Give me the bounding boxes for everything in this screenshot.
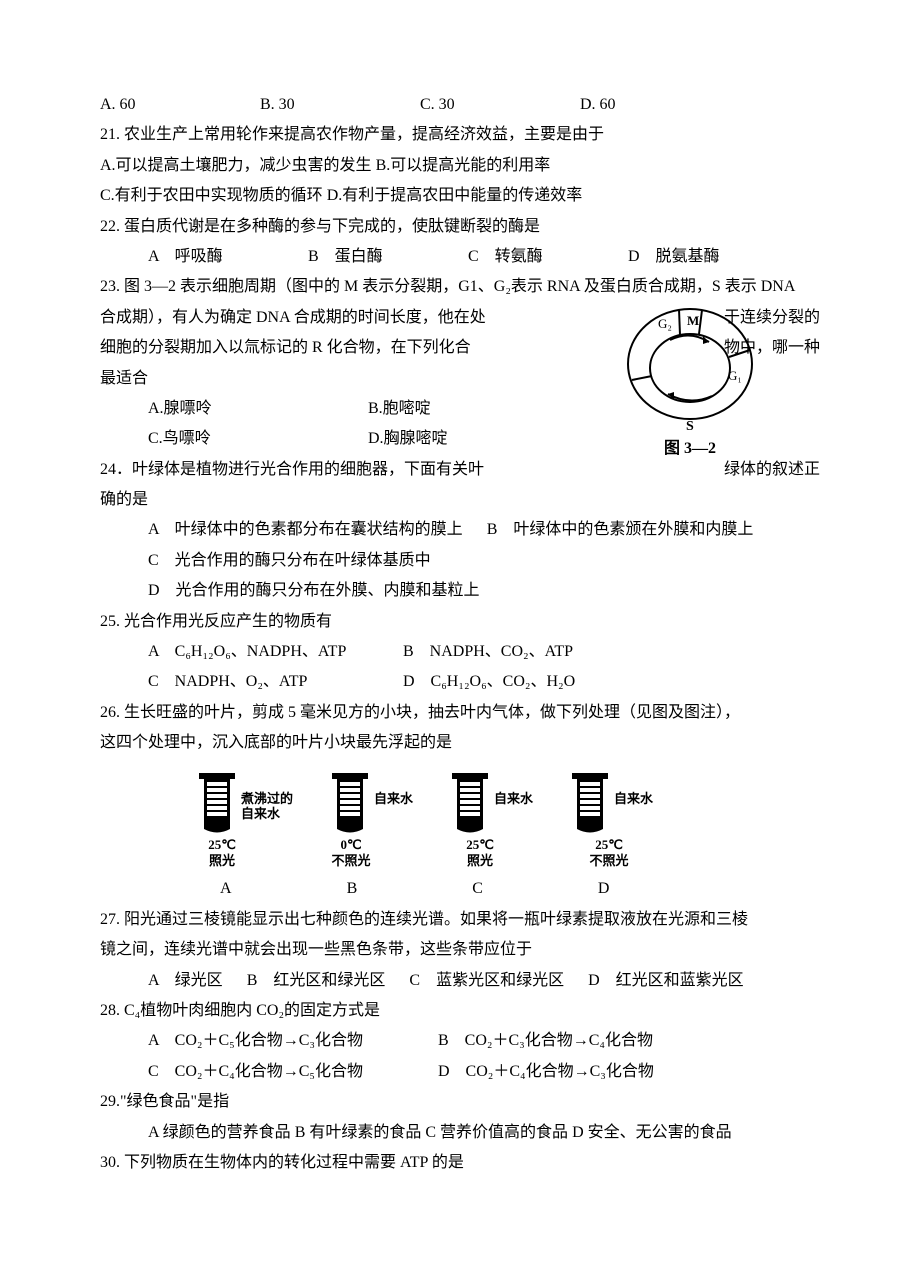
q20-opt-c: C. 30 xyxy=(420,90,580,120)
q24-opt-a: A 叶绿体中的色素都分布在囊状结构的膜上 xyxy=(148,521,463,538)
q23-line3a: 细胞的分裂期加入以氚标记的 R 化合物，在下列化合 xyxy=(100,333,471,363)
q25-opt-b: B NADPH、CO₂、ATP xyxy=(403,637,573,667)
q26-temp-labels: 25℃ 照光 0℃ 不照光 25℃ 照光 25℃ 不照光 xyxy=(100,837,820,871)
q24-opt-b: B 叶绿体中的色素颁在外膜和内膜上 xyxy=(487,521,754,538)
q29-opt-d: D 安全、无公害的食品 xyxy=(572,1124,732,1141)
q26-side-a: 煮沸过的自来水 xyxy=(241,791,293,822)
test-tube-icon xyxy=(328,771,372,837)
q28-opt-c: C CO₂＋C₄化合物→C₅化合物 xyxy=(148,1057,438,1087)
q29-stem: 29."绿色食品"是指 xyxy=(100,1087,820,1117)
q29-opt-a: A 绿颜色的营养食品 xyxy=(148,1124,291,1141)
q21-opt-a: A.可以提高土壤肥力，减少虫害的发生 xyxy=(100,157,372,174)
q22-stem: 22. 蛋白质代谢是在多种酶的参与下完成的，使肽键断裂的酶是 xyxy=(100,212,820,242)
q26-label-b: 0℃ 不照光 xyxy=(329,837,373,871)
q26-label-a: 25℃ 照光 xyxy=(200,837,244,871)
q26-fig-c: 自来水 xyxy=(448,771,533,837)
q25-opt-a: A C₆H₁₂O₆、NADPH、ATP xyxy=(148,637,403,667)
q26-side-d: 自来水 xyxy=(614,791,653,807)
q25-stem: 25. 光合作用光反应产生的物质有 xyxy=(100,607,820,637)
q28-opt-b: B CO₂＋C₃化合物→C₄化合物 xyxy=(438,1026,653,1056)
q26-label-d: 25℃ 不照光 xyxy=(587,837,631,871)
label-s: S xyxy=(686,419,694,432)
label-g1: G₁ xyxy=(728,368,742,383)
q23-opt-c: C.鸟嘌呤 xyxy=(148,424,368,454)
q26-fig-b: 自来水 xyxy=(328,771,413,837)
q23-caption: 图 3—2 xyxy=(620,434,760,464)
label-g2: G₂ xyxy=(658,316,672,331)
q26-letter-c: C xyxy=(472,874,483,904)
q22-opt-a: A 呼吸酶 xyxy=(148,242,308,272)
q21-opts-ab: A.可以提高土壤肥力，减少虫害的发生 B.可以提高光能的利用率 xyxy=(100,151,820,181)
q27-line1: 27. 阳光通过三棱镜能显示出七种颜色的连续光谱。如果将一瓶叶绿素提取液放在光源… xyxy=(100,905,820,935)
q20-opt-d: D. 60 xyxy=(580,90,740,120)
q26-line2: 这四个处理中，沉入底部的叶片小块最先浮起的是 xyxy=(100,728,820,758)
test-tube-icon xyxy=(195,771,239,837)
q25-opts-cd: C NADPH、O₂、ATP D C₆H₁₂O₆、CO₂、H₂O xyxy=(100,667,820,697)
q30-stem: 30. 下列物质在生物体内的转化过程中需要 ATP 的是 xyxy=(100,1148,820,1178)
q26-figures: 煮沸过的自来水 自来水 xyxy=(100,771,820,837)
q27-opt-c: C 蓝紫光区和绿光区 xyxy=(409,972,564,989)
q25-opt-c: C NADPH、O₂、ATP xyxy=(148,667,403,697)
q22-opt-b: B 蛋白酶 xyxy=(308,242,468,272)
q24-line2: 确的是 xyxy=(100,485,820,515)
q20-options: A. 60 B. 30 C. 30 D. 60 xyxy=(100,90,820,120)
q28-opt-d: D CO₂＋C₄化合物→C₃化合物 xyxy=(438,1057,654,1087)
q26-fig-d: 自来水 xyxy=(568,771,653,837)
q22-options: A 呼吸酶 B 蛋白酶 C 转氨酶 D 脱氨基酶 xyxy=(100,242,820,272)
q24-opt-d: D 光合作用的酶只分布在外膜、内膜和基粒上 xyxy=(100,576,820,606)
q28-opts-cd: C CO₂＋C₄化合物→C₅化合物 D CO₂＋C₄化合物→C₃化合物 xyxy=(100,1057,820,1087)
q23-opt-b: B.胞嘧啶 xyxy=(368,394,431,424)
q26-line1: 26. 生长旺盛的叶片，剪成 5 毫米见方的小块，抽去叶内气体，做下列处理（见图… xyxy=(100,698,820,728)
q20-opt-b: B. 30 xyxy=(260,90,420,120)
q21-opt-c: C.有利于农田中实现物质的循环 xyxy=(100,187,323,204)
q26-label-c: 25℃ 照光 xyxy=(458,837,502,871)
q23-line1: 23. 图 3—2 表示细胞周期（图中的 M 表示分裂期，G1、G₂表示 RNA… xyxy=(100,272,820,302)
label-m: M xyxy=(687,313,699,328)
q21-opt-d: D.有利于提高农田中能量的传递效率 xyxy=(327,187,583,204)
q26-side-b: 自来水 xyxy=(374,791,413,807)
test-tube-icon xyxy=(448,771,492,837)
q28-stem: 28. C₄植物叶肉细胞内 CO₂的固定方式是 xyxy=(100,996,820,1026)
q24-opts-ab: A 叶绿体中的色素都分布在囊状结构的膜上 B 叶绿体中的色素颁在外膜和内膜上 xyxy=(100,515,820,545)
q21-stem: 21. 农业生产上常用轮作来提高农作物产量，提高经济效益，主要是由于 xyxy=(100,120,820,150)
q26-fig-a: 煮沸过的自来水 xyxy=(195,771,293,837)
q25-opts-ab: A C₆H₁₂O₆、NADPH、ATP B NADPH、CO₂、ATP xyxy=(100,637,820,667)
q27-opt-d: D 红光区和蓝紫光区 xyxy=(588,972,744,989)
q28-opts-ab: A CO₂＋C₅化合物→C₃化合物 B CO₂＋C₃化合物→C₄化合物 xyxy=(100,1026,820,1056)
q25-opt-d: D C₆H₁₂O₆、CO₂、H₂O xyxy=(403,667,575,697)
cell-cycle-diagram: G₂ M G₁ S 图 3—2 xyxy=(620,302,760,464)
q26-letter-d: D xyxy=(598,874,610,904)
q28-opt-a: A CO₂＋C₅化合物→C₃化合物 xyxy=(148,1026,438,1056)
q29-options: A 绿颜色的营养食品 B 有叶绿素的食品 C 营养价值高的食品 D 安全、无公害… xyxy=(100,1118,820,1148)
q21-opts-cd: C.有利于农田中实现物质的循环 D.有利于提高农田中能量的传递效率 xyxy=(100,181,820,211)
q26-side-c: 自来水 xyxy=(494,791,533,807)
q26-letter-a: A xyxy=(220,874,232,904)
q23-opt-d: D.胸腺嘧啶 xyxy=(368,424,448,454)
q27-opt-b: B 红光区和绿光区 xyxy=(247,972,386,989)
q27-options: A 绿光区 B 红光区和绿光区 C 蓝紫光区和绿光区 D 红光区和蓝紫光区 xyxy=(100,966,820,996)
q27-opt-a: A 绿光区 xyxy=(148,972,223,989)
q26-letter-b: B xyxy=(347,874,358,904)
q23-opt-a: A.腺嘌呤 xyxy=(148,394,368,424)
q29-opt-c: C 营养价值高的食品 xyxy=(425,1124,568,1141)
q23-line2a: 合成期），有人为确定 DNA 合成期的时间长度，他在处 xyxy=(100,303,486,333)
q22-opt-d: D 脱氨基酶 xyxy=(628,242,788,272)
q24-opt-c: C 光合作用的酶只分布在叶绿体基质中 xyxy=(100,546,820,576)
q23-block: 23. 图 3—2 表示细胞周期（图中的 M 表示分裂期，G1、G₂表示 RNA… xyxy=(100,272,820,454)
q22-opt-c: C 转氨酶 xyxy=(468,242,628,272)
test-tube-icon xyxy=(568,771,612,837)
q21-opt-b: B.可以提高光能的利用率 xyxy=(376,157,551,174)
q26-letters: A B C D xyxy=(100,874,820,904)
q27-line2: 镜之间，连续光谱中就会出现一些黑色条带，这些条带应位于 xyxy=(100,935,820,965)
q29-opt-b: B 有叶绿素的食品 xyxy=(295,1124,422,1141)
q20-opt-a: A. 60 xyxy=(100,90,260,120)
